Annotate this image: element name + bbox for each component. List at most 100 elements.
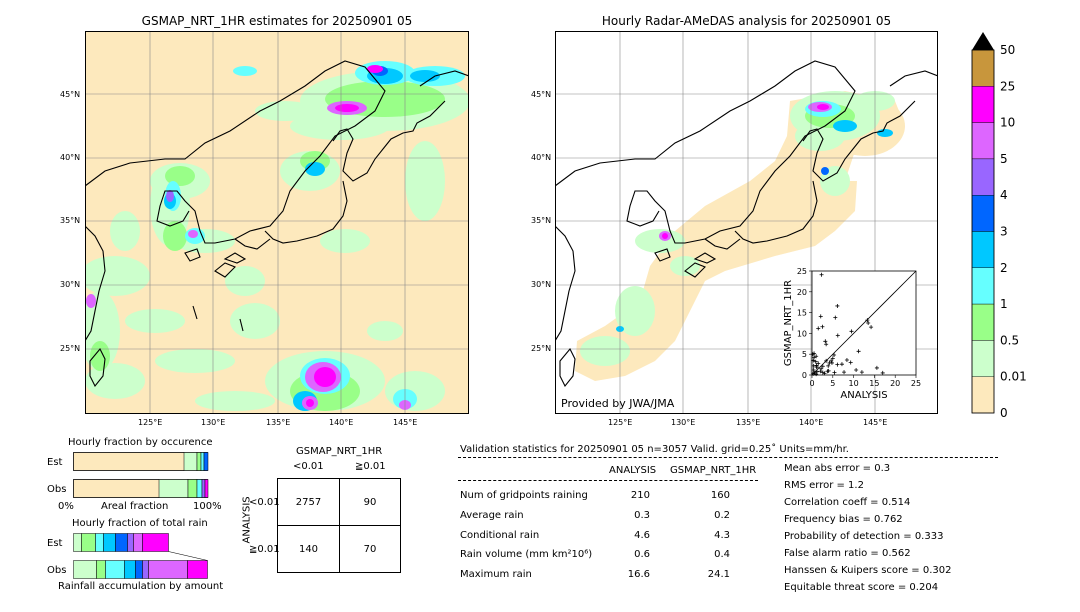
colorbar-label: 4 [1000, 188, 1008, 202]
score-mean-abs-error: Mean abs error = 0.3 [784, 463, 891, 474]
scatter-point [824, 342, 829, 347]
stat-analysis-average: 0.3 [634, 510, 650, 521]
scatter-point [814, 363, 819, 368]
validation-col-analysis: ANALYSIS [609, 465, 657, 476]
occurrence-est-label: Est [47, 457, 63, 468]
scatter-point [818, 314, 823, 319]
score-frequency-bias: Frequency bias = 0.762 [784, 514, 903, 525]
score-far: False alarm ratio = 0.562 [784, 548, 911, 559]
rain-fraction-title: Hourly fraction of total rain [72, 518, 208, 529]
score-correlation: Correlation coeff = 0.514 [784, 497, 911, 508]
scatter-point [827, 360, 832, 365]
contingency-row-axis-label: ANALYSIS [241, 496, 253, 544]
occurrence-tick-0: 0% [58, 501, 74, 512]
colorbar-frame [971, 49, 995, 414]
colorbar-segment [971, 267, 995, 305]
scatter-point [812, 370, 817, 375]
scatter-point [818, 369, 823, 374]
right-lat-label-25: 25°N [531, 344, 552, 353]
left-lon-label-130: 130°E [201, 418, 226, 427]
scatter-point [812, 351, 817, 356]
left-lon-label-135: 135°E [266, 418, 291, 427]
scatter-point [833, 315, 838, 320]
scatter-x-ticks: 0 5 10 15 20 25 [809, 375, 921, 388]
right-map-graticule [555, 31, 938, 414]
scatter-point [839, 362, 844, 367]
validation-header: Validation statistics for 20250901 05 n=… [460, 444, 849, 455]
colorbar-segments [971, 49, 995, 414]
rain-fraction-est-bar [73, 533, 169, 552]
colorbar-label: 0.5 [1000, 333, 1019, 347]
colorbar-label: 1 [1000, 297, 1008, 311]
score-pod: Probability of detection = 0.333 [784, 531, 944, 542]
validation-col-gsmap: GSMAP_NRT_1HR [670, 465, 757, 476]
scatter-x-tick-label: 5 [830, 379, 835, 388]
scatter-point [814, 354, 819, 359]
scatter-point [811, 363, 816, 368]
contingency-row-header-2: ≧0.01 [249, 544, 280, 555]
colorbar-segment [971, 122, 995, 160]
scatter-point [835, 303, 840, 308]
occurrence-obs-label: Obs [47, 484, 67, 495]
occurrence-x-label: Areal fraction [101, 501, 169, 512]
scatter-y-tick-label: 25 [797, 267, 807, 276]
scatter-x-tick-label: 20 [890, 379, 900, 388]
stat-label-gridpoints: Num of gridpoints raining [460, 490, 588, 501]
right-lon-label-125: 125°E [608, 418, 633, 427]
left-lat-label-35: 35°N [60, 216, 81, 225]
colorbar-segment [971, 86, 995, 123]
left-map-title: GSMAP_NRT_1HR estimates for 20250901 05 [141, 14, 413, 28]
scatter-point [826, 368, 831, 373]
scatter-point [842, 370, 847, 375]
colorbar-segment [971, 340, 995, 377]
colorbar-segment [971, 158, 995, 196]
contingency-title: GSMAP_NRT_1HR [296, 446, 383, 457]
rain-fraction-bars [73, 533, 208, 579]
scatter-point [819, 272, 824, 277]
left-lat-label-30: 30°N [60, 280, 81, 289]
contingency-cell-11: 2757 [295, 497, 322, 508]
scatter-point [832, 370, 837, 375]
left-map [85, 31, 469, 414]
scatter-point [819, 366, 824, 371]
left-lon-label-140: 140°E [329, 418, 354, 427]
right-map-frame [555, 31, 938, 414]
right-lon-label-140: 140°E [799, 418, 824, 427]
colorbar-segment [971, 49, 995, 87]
scatter-y-tick-label: 20 [797, 288, 807, 297]
scatter-point [854, 368, 859, 373]
scatter-point [830, 356, 835, 361]
left-map-coastlines [85, 60, 469, 388]
scatter-point [823, 339, 828, 344]
colorbar-label: 0.01 [1000, 370, 1027, 384]
scatter-point [865, 318, 870, 323]
colorbar-label: 2 [1000, 261, 1008, 275]
scatter-point [835, 362, 840, 367]
rain-fraction-obs-bar [73, 560, 208, 579]
scatter-point [856, 349, 861, 354]
right-lat-label-40: 40°N [531, 153, 552, 162]
colorbar-label: 25 [1000, 79, 1015, 93]
validation-table-divider [458, 480, 758, 481]
scatter-point [829, 358, 834, 363]
scatter-x-label: ANALYSIS [840, 390, 887, 401]
stat-analysis-maximum: 16.6 [627, 569, 650, 580]
data-credit: Provided by JWA/JMA [561, 397, 675, 410]
scatter-y-tick-label: 0 [802, 371, 807, 380]
occurrence-title: Hourly fraction by occurence [68, 437, 213, 448]
rain-fraction-x-label: Rainfall accumulation by amount [58, 581, 224, 592]
scatter-x-tick-label: 10 [849, 379, 859, 388]
occurrence-bars [73, 452, 209, 498]
stat-label-volume: Rain volume (mm km²10⁶) [460, 549, 593, 560]
scatter-x-tick-label: 15 [869, 379, 879, 388]
colorbar-label: 10 [1000, 116, 1015, 130]
scatter-point [880, 370, 885, 375]
colorbar-label: 5 [1000, 152, 1008, 166]
left-map-graticule [85, 31, 469, 414]
contingency-grid: 2757 90 140 70 [277, 478, 401, 573]
colorbar: 50 25 10 5 4 3 2 1 0.5 0.01 0 [971, 32, 1027, 420]
left-lat-label-40: 40°N [60, 153, 81, 162]
scatter-points [810, 272, 885, 377]
scatter-point [824, 358, 829, 363]
stat-analysis-volume: 0.6 [634, 549, 650, 560]
